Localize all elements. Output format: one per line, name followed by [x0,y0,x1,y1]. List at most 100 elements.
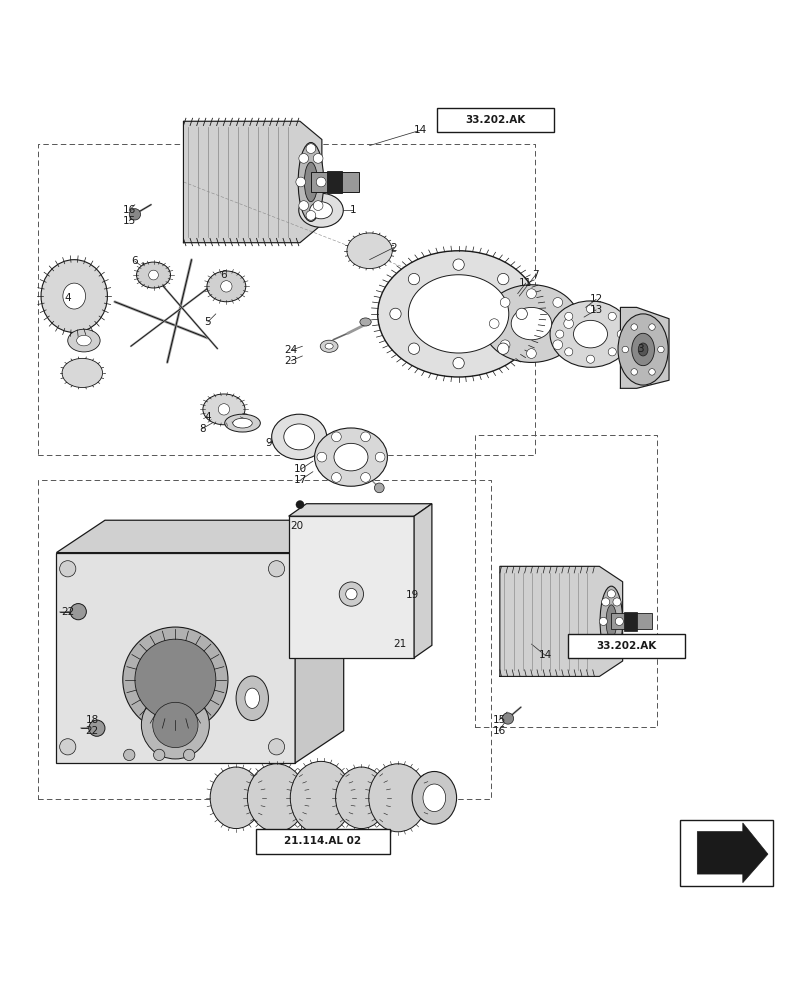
Text: 21: 21 [393,639,406,649]
Ellipse shape [483,285,579,362]
Text: 5: 5 [204,317,211,327]
Text: 7: 7 [531,270,539,280]
Circle shape [135,639,216,720]
Ellipse shape [573,320,607,348]
Polygon shape [294,520,343,763]
Circle shape [500,298,509,307]
Circle shape [345,588,357,600]
Ellipse shape [136,262,170,288]
Text: 6: 6 [131,256,138,266]
Circle shape [316,452,326,462]
Ellipse shape [298,143,324,221]
Polygon shape [697,823,767,883]
Ellipse shape [203,394,245,425]
Text: 8: 8 [199,424,205,434]
Circle shape [497,343,508,354]
Circle shape [331,432,341,442]
Text: 3: 3 [637,344,643,354]
Text: 22: 22 [85,726,98,736]
Text: 21.114.AL 02: 21.114.AL 02 [284,836,361,846]
Circle shape [648,369,654,375]
FancyBboxPatch shape [436,108,553,132]
Circle shape [453,259,464,270]
Circle shape [408,343,419,354]
Ellipse shape [637,343,647,356]
Circle shape [295,177,305,187]
Ellipse shape [233,418,252,428]
Circle shape [586,305,594,313]
Circle shape [152,702,198,748]
Circle shape [599,617,607,625]
Circle shape [218,404,230,415]
Circle shape [59,561,75,577]
Ellipse shape [423,784,445,812]
Circle shape [306,211,315,220]
Circle shape [500,340,509,350]
Circle shape [331,473,341,482]
Circle shape [313,201,323,210]
Polygon shape [288,516,414,658]
Circle shape [123,749,135,761]
Circle shape [298,201,308,210]
Circle shape [616,330,624,338]
FancyBboxPatch shape [624,612,637,631]
Circle shape [516,308,526,320]
Ellipse shape [245,688,260,708]
Circle shape [360,473,370,482]
Ellipse shape [290,761,351,834]
Ellipse shape [76,335,91,346]
Ellipse shape [314,428,387,486]
Ellipse shape [41,260,107,332]
Ellipse shape [272,414,326,460]
Text: 1: 1 [350,205,356,215]
Text: 14: 14 [414,125,427,135]
Circle shape [526,349,535,358]
Circle shape [88,720,105,736]
Polygon shape [620,307,668,388]
Text: 18: 18 [85,715,98,725]
Text: 4: 4 [204,412,211,422]
Ellipse shape [324,343,333,349]
Text: 4: 4 [64,293,71,303]
Circle shape [389,308,401,320]
Text: 24: 24 [284,345,298,355]
Text: 19: 19 [406,590,418,600]
Text: 14: 14 [538,650,551,660]
Circle shape [607,348,616,356]
Text: 16: 16 [122,205,135,215]
Ellipse shape [346,233,392,269]
Circle shape [555,330,563,338]
Ellipse shape [210,767,262,829]
Circle shape [360,432,370,442]
Circle shape [59,739,75,755]
Text: 22: 22 [61,607,75,617]
Circle shape [129,209,140,220]
Ellipse shape [377,251,539,377]
FancyBboxPatch shape [611,613,651,629]
Circle shape [313,154,323,163]
Circle shape [497,273,508,285]
Circle shape [374,483,384,493]
Text: 33.202.AK: 33.202.AK [595,641,656,651]
Text: 13: 13 [589,305,602,315]
Circle shape [298,154,308,163]
Circle shape [268,561,285,577]
Ellipse shape [549,301,630,367]
Text: 20: 20 [290,521,303,531]
Ellipse shape [298,193,343,227]
Circle shape [489,319,499,328]
Circle shape [607,645,615,653]
Text: 15: 15 [122,216,135,226]
Ellipse shape [67,329,100,352]
Circle shape [601,637,609,645]
Circle shape [339,582,363,606]
Ellipse shape [236,676,268,721]
Circle shape [502,713,513,724]
Circle shape [70,604,86,620]
Circle shape [268,739,285,755]
Ellipse shape [309,202,332,219]
Circle shape [607,590,615,598]
Circle shape [563,319,573,328]
FancyBboxPatch shape [220,783,430,812]
Ellipse shape [304,162,317,202]
